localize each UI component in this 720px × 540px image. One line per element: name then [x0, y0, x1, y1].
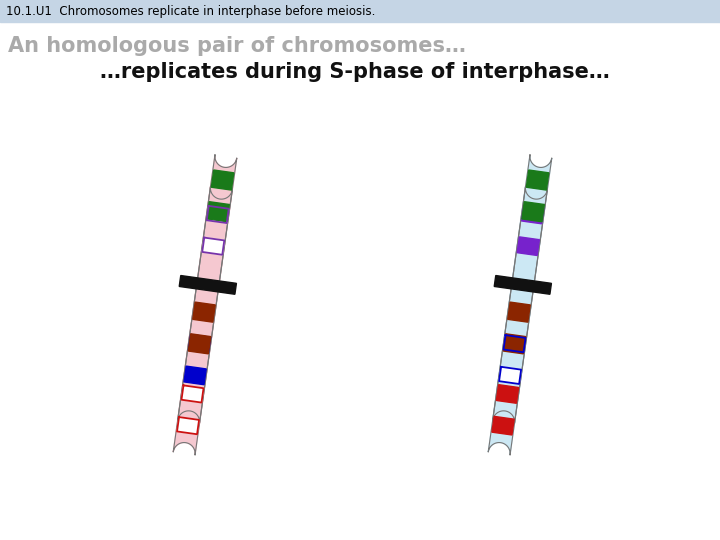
Text: 10.1.U1  Chromosomes replicate in interphase before meiosis.: 10.1.U1 Chromosomes replicate in interph… [6, 4, 375, 17]
Polygon shape [193, 302, 215, 322]
Polygon shape [508, 302, 530, 322]
Polygon shape [522, 202, 544, 222]
Polygon shape [492, 155, 552, 423]
Polygon shape [503, 335, 526, 352]
Text: An homologous pair of chromosomes…: An homologous pair of chromosomes… [8, 36, 466, 56]
Polygon shape [212, 170, 234, 190]
Polygon shape [184, 366, 206, 384]
Polygon shape [526, 170, 549, 190]
Polygon shape [202, 238, 225, 255]
Polygon shape [207, 202, 230, 222]
Polygon shape [521, 205, 544, 224]
Text: …replicates during S-phase of interphase…: …replicates during S-phase of interphase… [100, 62, 610, 82]
Polygon shape [178, 155, 237, 423]
Polygon shape [179, 275, 236, 294]
Polygon shape [189, 334, 211, 353]
Polygon shape [174, 187, 233, 455]
Polygon shape [207, 206, 229, 223]
Polygon shape [503, 334, 526, 354]
Polygon shape [499, 367, 521, 384]
Polygon shape [189, 334, 211, 354]
Polygon shape [492, 416, 514, 435]
Polygon shape [181, 386, 204, 402]
Polygon shape [496, 384, 518, 403]
Polygon shape [494, 275, 552, 294]
Polygon shape [517, 237, 539, 255]
Polygon shape [177, 417, 199, 434]
Polygon shape [488, 187, 547, 455]
Bar [0, 0, 720, 22]
